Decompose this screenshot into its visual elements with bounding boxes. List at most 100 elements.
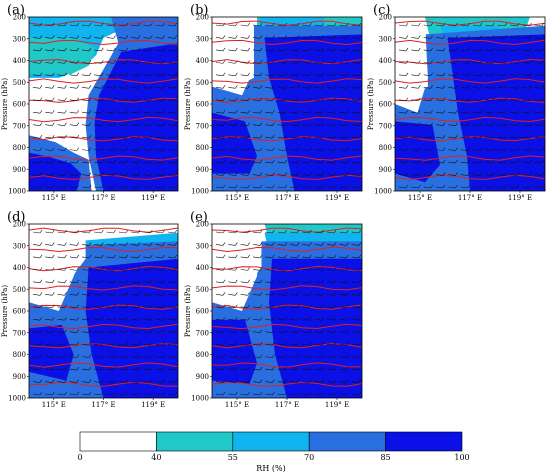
wind-barb [510, 22, 520, 27]
wind-barb [118, 35, 129, 39]
temperature-contour [212, 78, 362, 84]
wind-barb [118, 110, 129, 114]
colorbar-segment [308, 431, 386, 452]
wind-barb [265, 242, 275, 246]
wind-barb [228, 379, 238, 383]
wind-barb [167, 47, 178, 52]
wind-barb [215, 172, 226, 176]
wind-barb [290, 242, 300, 246]
wind-barb [118, 341, 129, 346]
wind-barb [314, 292, 325, 296]
wind-barb [106, 391, 116, 396]
wind-barb [473, 60, 483, 64]
wind-barb [45, 341, 55, 346]
wind-barb [351, 254, 362, 259]
wind-barb [69, 267, 80, 271]
wind-barb [351, 184, 362, 189]
wind-barb [57, 254, 67, 259]
wind-barb [228, 147, 238, 151]
wind-barb [339, 110, 349, 114]
wind-barb [327, 391, 337, 396]
wind-barb [45, 110, 55, 114]
temperature-contour [395, 58, 545, 65]
wind-barb [473, 147, 483, 151]
wind-barb [314, 391, 325, 396]
wind-barb [240, 85, 250, 89]
wind-barb [240, 97, 250, 102]
wind-barb [69, 341, 80, 346]
wind-barb [290, 122, 300, 126]
wind-barb [522, 134, 532, 139]
wind-barb [131, 304, 141, 309]
wind-barb [94, 172, 104, 176]
y-tick-label: 300 [196, 242, 209, 250]
wind-barb [510, 35, 520, 39]
temperature-contour [29, 285, 178, 291]
wind-barb [106, 242, 116, 246]
wind-barb [497, 110, 508, 114]
wind-barb [534, 122, 545, 126]
wind-barb [82, 60, 92, 64]
wind-barb [327, 60, 337, 64]
wind-barb [228, 267, 238, 271]
wind-barb [228, 354, 238, 358]
y-tick-label: 600 [196, 101, 209, 109]
temperature-contour [212, 323, 362, 330]
wind-barb [118, 60, 129, 64]
x-tick-label: 119° E [508, 194, 532, 202]
wind-barb [131, 229, 141, 234]
wind-barb [253, 110, 263, 114]
wind-barb [215, 391, 226, 396]
wind-barb [143, 172, 153, 176]
wind-barb [265, 292, 275, 296]
wind-barb [32, 354, 43, 358]
wind-barb [314, 304, 325, 309]
wind-barb [57, 229, 67, 234]
wind-barb [265, 354, 275, 358]
colorbar-segment [156, 431, 234, 452]
wind-barb [69, 60, 80, 64]
wind-barb [398, 172, 409, 176]
wind-barb [32, 379, 43, 383]
wind-barb [253, 279, 263, 284]
y-tick-label: 700 [13, 122, 26, 130]
y-axis-label: Pressure (hPa) [184, 285, 192, 337]
wind-barb [240, 22, 250, 27]
wind-barb [351, 72, 362, 77]
wind-barb [302, 184, 312, 189]
wind-barb [290, 254, 300, 259]
wind-barb [228, 366, 238, 371]
temperature-contour [212, 116, 362, 123]
wind-barb [423, 35, 433, 39]
wind-barb [253, 159, 263, 164]
wind-barb [534, 85, 545, 89]
wind-barb [45, 279, 55, 284]
wind-barb [302, 279, 312, 284]
wind-barb [228, 85, 238, 89]
wind-barb [339, 292, 349, 296]
wind-barb [327, 110, 337, 114]
wind-barb [228, 229, 238, 234]
wind-barb [277, 391, 287, 396]
wind-barb [167, 379, 178, 383]
wind-barb [327, 22, 337, 27]
wind-barb [215, 134, 226, 139]
wind-barb [314, 22, 325, 27]
colorbar-tick-label: 55 [228, 453, 238, 462]
wind-barb [57, 391, 67, 396]
y-tick-label: 600 [379, 101, 392, 109]
wind-barb [290, 391, 300, 396]
wind-barb [94, 110, 104, 114]
wind-barb [411, 147, 421, 151]
wind-barb [82, 254, 92, 259]
temperature-contour [212, 155, 362, 161]
wind-barb [351, 379, 362, 383]
wind-barb [57, 279, 67, 284]
wind-barb [106, 134, 116, 139]
wind-barb [448, 22, 458, 27]
wind-barb [215, 85, 226, 89]
wind-barb [240, 391, 250, 396]
wind-barb [290, 341, 300, 346]
wind-barb [167, 317, 178, 321]
